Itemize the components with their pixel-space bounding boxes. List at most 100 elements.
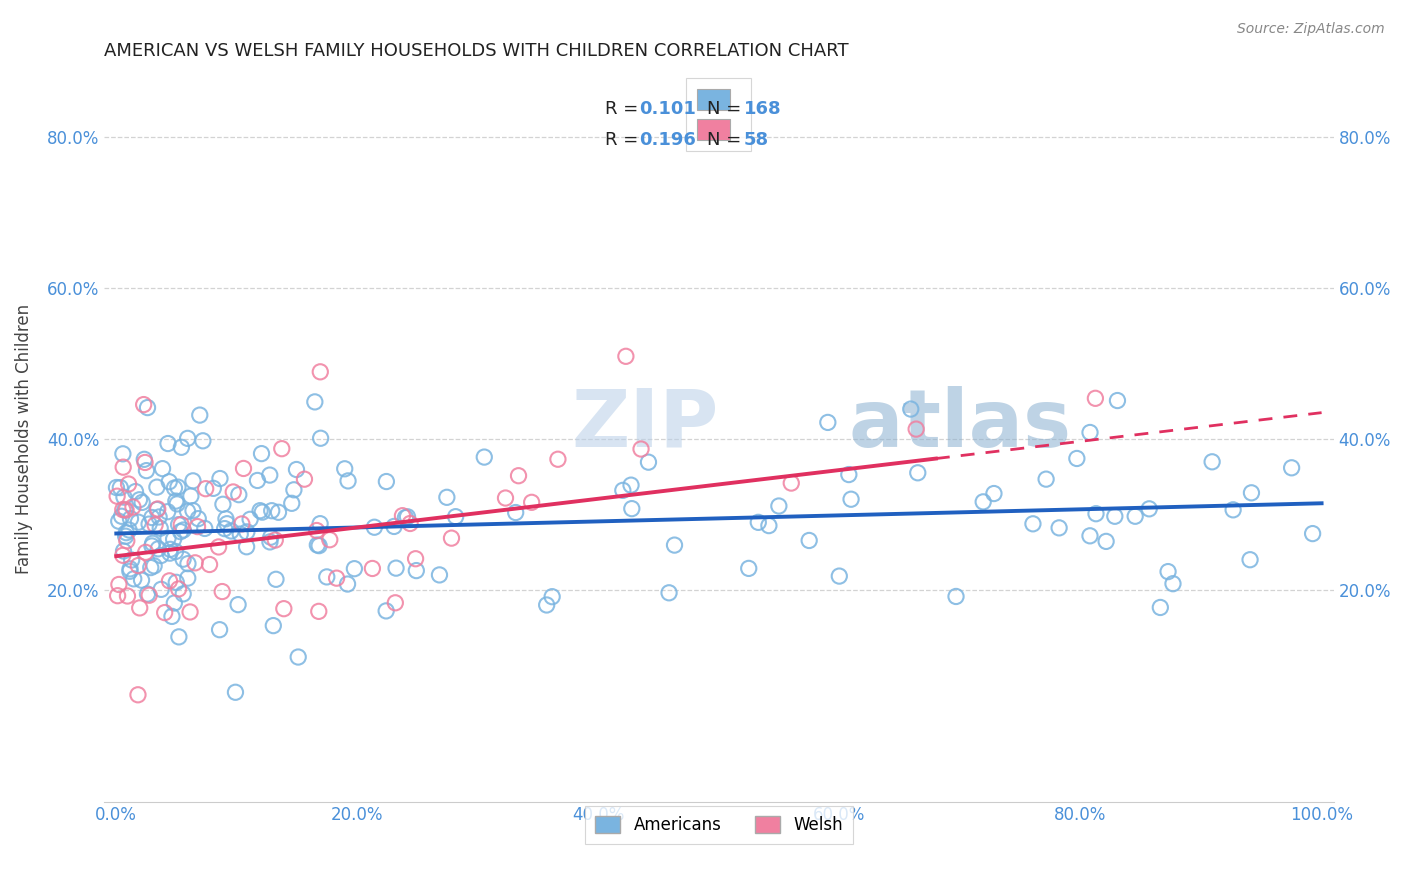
Point: [768, 499, 790, 513]
Point: [176, 504, 198, 518]
Point: [1201, 455, 1223, 469]
Point: [747, 516, 769, 530]
Text: 168: 168: [744, 100, 782, 119]
Point: [136, 401, 159, 415]
Point: [305, 524, 328, 538]
Point: [222, 485, 245, 500]
Point: [308, 539, 330, 553]
Point: [191, 434, 214, 448]
Point: [146, 502, 169, 516]
Point: [273, 601, 295, 615]
Point: [620, 501, 643, 516]
Point: [384, 596, 406, 610]
Point: [162, 532, 184, 546]
Point: [127, 558, 149, 573]
Point: [440, 531, 463, 545]
Point: [309, 365, 332, 379]
Point: [134, 455, 156, 469]
Point: [260, 504, 283, 518]
Point: [285, 462, 308, 476]
Point: [333, 462, 356, 476]
Point: [211, 584, 233, 599]
Point: [391, 508, 413, 523]
Point: [134, 452, 156, 467]
Point: [136, 587, 159, 601]
Point: [177, 571, 200, 585]
Point: [142, 536, 165, 550]
Point: [252, 505, 274, 519]
Point: [1240, 485, 1263, 500]
Point: [405, 564, 427, 578]
Point: [139, 560, 162, 574]
Point: [828, 569, 851, 583]
Point: [281, 496, 304, 510]
Point: [260, 530, 283, 544]
Point: [1104, 509, 1126, 524]
Point: [758, 518, 780, 533]
Point: [131, 573, 153, 587]
Point: [159, 542, 181, 557]
Point: [235, 540, 257, 554]
Point: [505, 506, 527, 520]
Point: [107, 514, 129, 528]
Point: [198, 558, 221, 572]
Point: [738, 561, 761, 575]
Point: [363, 520, 385, 534]
Text: R =: R =: [605, 100, 644, 119]
Point: [309, 516, 332, 531]
Point: [541, 590, 564, 604]
Point: [637, 455, 659, 469]
Point: [156, 505, 179, 519]
Point: [138, 588, 160, 602]
Point: [1095, 534, 1118, 549]
Point: [120, 511, 142, 525]
Point: [105, 481, 128, 495]
Point: [630, 442, 652, 456]
Point: [141, 510, 163, 524]
Point: [179, 605, 201, 619]
Point: [337, 474, 360, 488]
Point: [246, 474, 269, 488]
Point: [1302, 526, 1324, 541]
Point: [436, 491, 458, 505]
Point: [167, 480, 190, 494]
Point: [264, 533, 287, 547]
Point: [170, 440, 193, 454]
Point: [214, 522, 236, 536]
Point: [132, 398, 155, 412]
Point: [163, 481, 186, 495]
Point: [127, 515, 149, 529]
Point: [181, 474, 204, 488]
Point: [143, 558, 166, 573]
Point: [620, 478, 643, 492]
Point: [180, 489, 202, 503]
Text: AMERICAN VS WELSH FAMILY HOUSEHOLDS WITH CHILDREN CORRELATION CHART: AMERICAN VS WELSH FAMILY HOUSEHOLDS WITH…: [104, 42, 849, 60]
Point: [315, 570, 337, 584]
Point: [536, 598, 558, 612]
Point: [839, 492, 862, 507]
Point: [150, 582, 173, 597]
Point: [1281, 460, 1303, 475]
Point: [361, 561, 384, 575]
Point: [336, 577, 359, 591]
Point: [112, 490, 135, 504]
Point: [176, 431, 198, 445]
Point: [1239, 552, 1261, 566]
Point: [267, 505, 290, 519]
Point: [1084, 392, 1107, 406]
Text: Source: ZipAtlas.com: Source: ZipAtlas.com: [1237, 22, 1385, 37]
Point: [149, 549, 172, 563]
Point: [156, 436, 179, 450]
Point: [283, 483, 305, 497]
Point: [169, 524, 191, 539]
Point: [165, 494, 187, 508]
Point: [166, 497, 188, 511]
Point: [264, 572, 287, 586]
Point: [1022, 516, 1045, 531]
Point: [308, 604, 330, 618]
Point: [110, 509, 132, 524]
Y-axis label: Family Households with Children: Family Households with Children: [15, 304, 32, 574]
Point: [375, 604, 398, 618]
Point: [128, 492, 150, 507]
Point: [219, 524, 242, 538]
